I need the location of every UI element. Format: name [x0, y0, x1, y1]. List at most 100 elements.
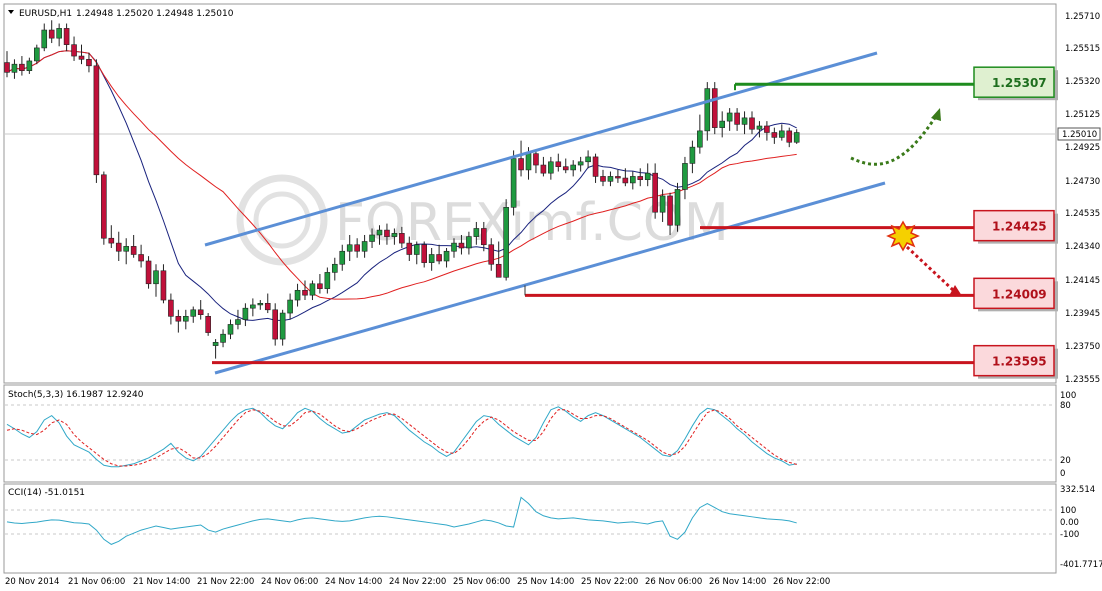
candle [652, 163, 658, 219]
bullish-arrow [850, 112, 940, 166]
candle [93, 59, 100, 183]
ohlc-readout: 1.24948 1.25020 1.24948 1.25010 [76, 9, 234, 19]
candle [391, 228, 398, 245]
candle-body [577, 161, 584, 166]
candle-body [540, 164, 547, 174]
candle [317, 274, 323, 294]
candle-body [510, 158, 517, 208]
time-label: 21 Nov 22:00 [197, 577, 254, 587]
time-label: 21 Nov 06:00 [68, 577, 125, 587]
bearish-arrow [905, 245, 955, 292]
candle [726, 108, 733, 131]
candle [78, 44, 85, 65]
stoch-main-line [6, 406, 797, 468]
candle [629, 171, 636, 190]
candle-body [71, 44, 77, 57]
candle [48, 20, 55, 44]
candle [361, 234, 368, 258]
candle [622, 168, 629, 187]
time-label: 25 Nov 14:00 [517, 577, 574, 587]
candle [682, 156, 688, 200]
time-label: 21 Nov 14:00 [133, 577, 190, 587]
candle [443, 247, 450, 268]
candle-body [674, 189, 681, 226]
candle [279, 309, 286, 346]
candle [749, 111, 755, 135]
candle [369, 228, 375, 248]
candle [183, 309, 189, 330]
candle [503, 199, 509, 281]
stoch-tick: 80 [1060, 401, 1071, 411]
symbol-dropdown-icon[interactable] [8, 10, 14, 14]
candle [548, 156, 554, 180]
price-tick: 1.23945 [1065, 309, 1100, 319]
candle [689, 140, 696, 174]
cci-main-line [6, 496, 797, 545]
candle [56, 23, 62, 47]
candle-body [272, 309, 279, 340]
candle-body [93, 65, 100, 176]
price-tick: 1.25515 [1065, 44, 1100, 54]
candle [354, 238, 360, 258]
time-axis: 20 Nov 2014 21 Nov 06:00 21 Nov 14:00 21… [5, 577, 830, 587]
candle-body [317, 283, 323, 289]
price-tick: 1.24730 [1065, 177, 1100, 187]
cci-tick: 332.514 [1060, 485, 1095, 495]
level-box [973, 209, 1055, 242]
candle [376, 225, 383, 245]
candle [264, 293, 271, 314]
level-lines: 1.25307 1.24425 1.24009 1.23595 [212, 66, 1058, 379]
candle [600, 169, 606, 187]
candle [302, 280, 308, 301]
candle-body [764, 125, 770, 133]
time-label: 24 Nov 14:00 [325, 577, 382, 587]
time-label: 24 Nov 22:00 [389, 577, 446, 587]
candle-body [41, 29, 48, 49]
level-label: 1.24425 [992, 220, 1047, 234]
channel-lower-line[interactable] [214, 181, 886, 375]
level-label: 1.23595 [992, 355, 1047, 369]
cci-axis: 332.514 100 0.00 -100 -401.7717 [1060, 485, 1102, 570]
candle [421, 241, 428, 268]
candle [205, 313, 211, 336]
candle [615, 169, 621, 183]
candle-body [346, 244, 353, 252]
candle-body [659, 195, 666, 213]
candle-body [615, 176, 621, 179]
candle-body [78, 55, 85, 60]
candle-body [4, 62, 10, 73]
candle-body [86, 59, 92, 67]
candle-body [19, 63, 25, 71]
candle-body [585, 156, 591, 163]
candle-body [294, 289, 301, 301]
candle [533, 150, 539, 174]
level-box [973, 66, 1055, 98]
candle [585, 150, 591, 169]
cci-label: CCI(14) -51.0151 [8, 488, 85, 498]
bullish-arrow-head-icon [931, 108, 941, 121]
candle [190, 306, 197, 323]
time-label: 25 Nov 22:00 [581, 577, 638, 587]
candle [480, 221, 487, 252]
ma-fast-line [6, 50, 797, 322]
stoch-tick: 20 [1060, 456, 1071, 466]
candle-body [622, 177, 629, 184]
candle-body [711, 88, 718, 128]
candle [778, 124, 785, 141]
candle-body [48, 29, 55, 39]
candle-body [264, 302, 271, 311]
candle-body [361, 241, 368, 252]
candle-body [123, 246, 129, 252]
candle-body [562, 166, 569, 171]
candle [644, 163, 651, 187]
candle-body [600, 176, 606, 182]
time-label: 20 Nov 2014 [5, 577, 59, 587]
candle [130, 234, 137, 258]
level-box [973, 277, 1055, 310]
candle [384, 223, 390, 245]
price-tick: 1.24145 [1065, 276, 1100, 286]
stoch-tick: 0 [1060, 469, 1065, 479]
candle-body [168, 299, 174, 317]
candle-body [309, 283, 316, 296]
